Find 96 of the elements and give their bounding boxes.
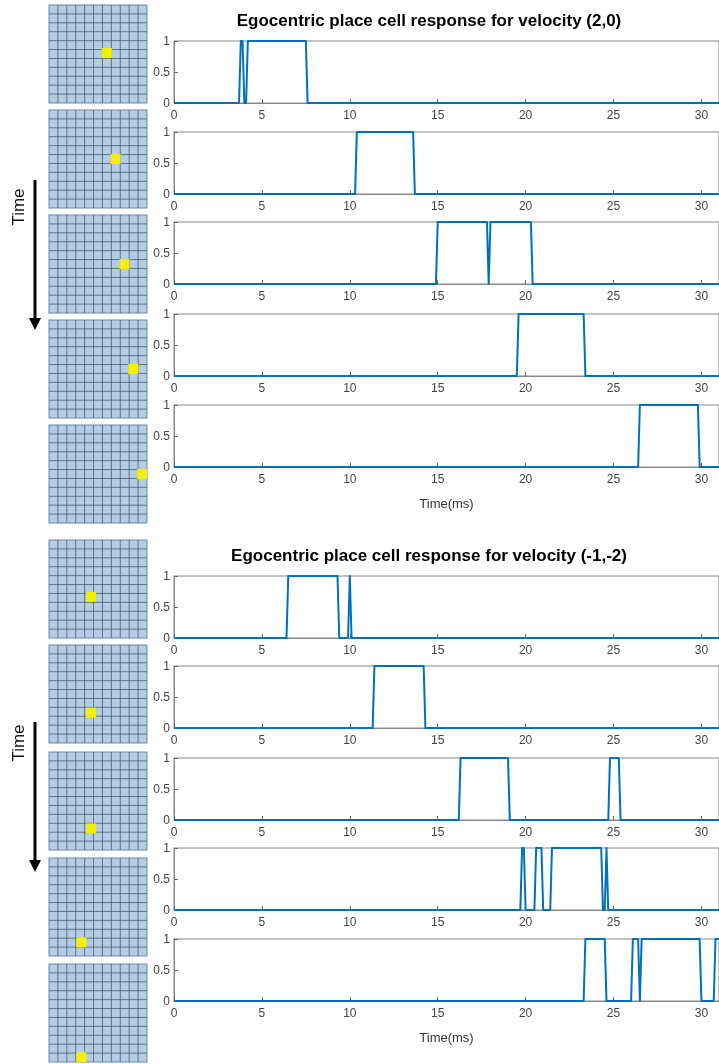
x-tick-label: 20: [518, 472, 533, 486]
x-tick-label: 25: [606, 199, 621, 213]
x-tick-label: 20: [518, 733, 533, 747]
y-tick-label: 0.5: [153, 600, 171, 614]
x-tick-label: 10: [343, 381, 357, 395]
x-tick-label: 20: [518, 199, 533, 213]
x-tick-label: 5: [258, 381, 266, 395]
y-tick-label: 0: [163, 903, 171, 917]
x-tick-label: 10: [343, 472, 357, 486]
y-tick-label: 0: [163, 96, 171, 110]
y-tick-label: 0.5: [153, 338, 171, 352]
x-tick-label: 15: [431, 199, 445, 213]
x-tick-label: 20: [518, 915, 533, 929]
y-tick-label: 0.5: [153, 690, 171, 704]
x-tick-label: 25: [606, 108, 621, 122]
x-tick-label: 15: [431, 643, 445, 657]
x-tick-label: 5: [258, 643, 266, 657]
x-tick-label: 25: [606, 472, 621, 486]
y-tick-label: 1: [163, 125, 171, 139]
y-tick-label: 0: [163, 369, 171, 383]
x-tick-label: 10: [343, 108, 357, 122]
x-tick-label: 30: [694, 108, 709, 122]
y-tick-label: 1: [163, 841, 171, 855]
y-tick-label: 0.5: [153, 872, 171, 886]
text: Time: [8, 724, 29, 762]
chart-title: Egocentric place cell response for velocity (-1,-2): [231, 546, 627, 565]
x-tick-label: 30: [694, 1006, 709, 1020]
x-tick-label: 10: [343, 825, 357, 839]
x-tick-label: 20: [518, 825, 533, 839]
y-tick-label: 0: [163, 277, 171, 291]
x-tick-label: 10: [343, 643, 357, 657]
x-tick-label: 5: [258, 1006, 266, 1020]
x-tick-label: 5: [258, 915, 266, 929]
x-tick-label: 30: [694, 825, 709, 839]
x-tick-label: 15: [431, 1006, 445, 1020]
x-tick-label: 5: [258, 472, 266, 486]
y-tick-label: 0.5: [153, 246, 171, 260]
x-tick-label: 5: [258, 199, 266, 213]
x-tick-label: 30: [694, 199, 709, 213]
y-tick-label: 0: [163, 187, 171, 201]
x-tick-label: 10: [343, 289, 357, 303]
y-tick-label: 0: [163, 994, 171, 1008]
x-tick-label: 20: [518, 289, 533, 303]
y-tick-label: 1: [163, 751, 171, 765]
y-tick-label: 0.5: [153, 963, 171, 977]
y-tick-label: 0.5: [153, 782, 171, 796]
x-tick-label: 30: [694, 733, 709, 747]
chart-title: Egocentric place cell response for velocity (2,0): [236, 11, 622, 30]
x-tick-label: 25: [606, 825, 621, 839]
x-tick-label: 30: [694, 643, 709, 657]
y-tick-label: 0.5: [153, 156, 171, 170]
y-tick-label: 0.5: [153, 429, 171, 443]
x-tick-label: 20: [518, 1006, 533, 1020]
text: Time: [8, 188, 29, 226]
x-tick-label: 25: [606, 733, 621, 747]
x-axis-title: Time(ms): [419, 1030, 474, 1045]
x-axis-title: Time(ms): [419, 496, 474, 511]
x-tick-label: 25: [606, 643, 621, 657]
x-tick-label: 30: [694, 472, 709, 486]
y-tick-label: 1: [163, 932, 171, 946]
x-tick-label: 15: [431, 825, 445, 839]
y-tick-label: 1: [163, 569, 171, 583]
x-tick-label: 15: [431, 289, 445, 303]
x-tick-label: 10: [343, 733, 357, 747]
y-tick-label: 0: [163, 813, 171, 827]
x-tick-label: 15: [431, 381, 445, 395]
y-tick-label: 0: [163, 631, 171, 645]
x-tick-label: 30: [694, 915, 709, 929]
x-tick-label: 25: [606, 915, 621, 929]
x-tick-label: 15: [431, 915, 445, 929]
x-tick-label: 5: [258, 825, 266, 839]
x-tick-label: 10: [343, 199, 357, 213]
x-tick-label: 10: [343, 1006, 357, 1020]
x-tick-label: 20: [518, 643, 533, 657]
x-tick-label: 5: [258, 108, 266, 122]
x-tick-label: 25: [606, 289, 621, 303]
x-tick-label: 15: [431, 733, 445, 747]
x-tick-label: 5: [258, 733, 266, 747]
x-tick-label: 15: [431, 472, 445, 486]
x-tick-label: 25: [606, 1006, 621, 1020]
y-tick-label: 0: [163, 721, 171, 735]
x-tick-label: 15: [431, 108, 445, 122]
x-tick-label: 30: [694, 289, 709, 303]
y-tick-label: 0.5: [153, 65, 171, 79]
y-tick-label: 0: [163, 460, 171, 474]
y-tick-label: 1: [163, 34, 171, 48]
x-tick-label: 10: [343, 915, 357, 929]
x-tick-label: 20: [518, 381, 533, 395]
x-tick-label: 30: [694, 381, 709, 395]
y-tick-label: 1: [163, 215, 171, 229]
y-tick-label: 1: [163, 307, 171, 321]
x-tick-label: 5: [258, 289, 266, 303]
x-tick-label: 25: [606, 381, 621, 395]
y-tick-label: 1: [163, 659, 171, 673]
x-tick-label: 20: [518, 108, 533, 122]
y-tick-label: 1: [163, 398, 171, 412]
